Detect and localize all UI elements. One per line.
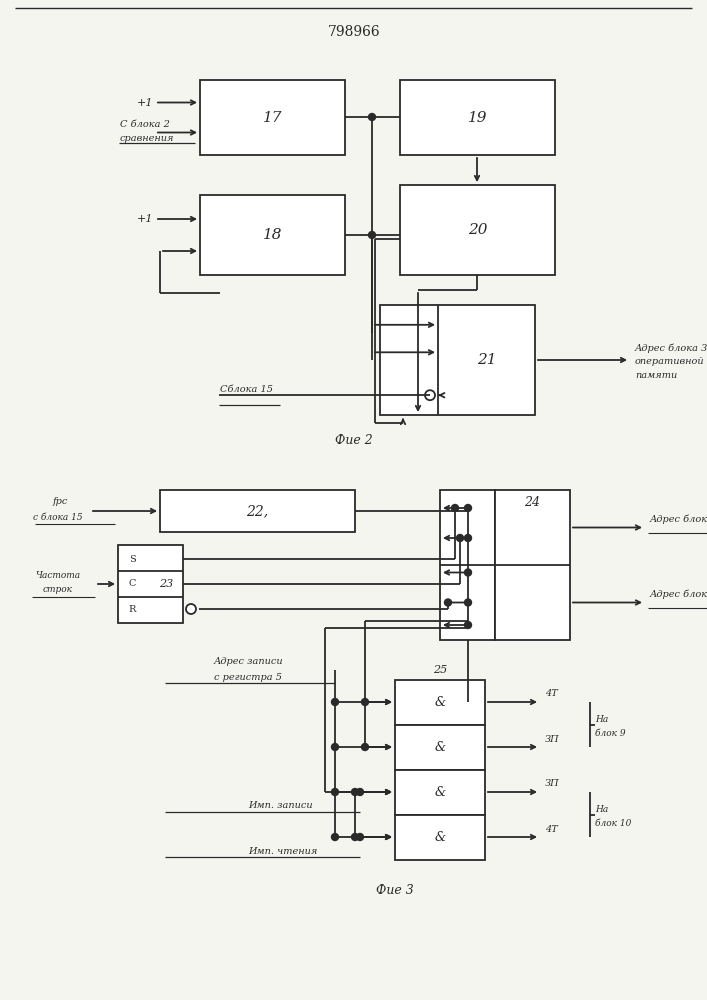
Text: Адрес блока 10: Адрес блока 10 xyxy=(650,590,707,599)
Text: памяти: памяти xyxy=(635,371,677,380)
Circle shape xyxy=(356,834,363,840)
Bar xyxy=(118,545,183,623)
Text: 24: 24 xyxy=(524,495,540,508)
Text: с блока 15: с блока 15 xyxy=(33,512,83,522)
Text: оперативной: оперативной xyxy=(635,358,705,366)
Text: блок 10: блок 10 xyxy=(595,819,631,828)
Circle shape xyxy=(464,504,472,512)
Text: 17: 17 xyxy=(263,110,282,124)
Text: сравнения: сравнения xyxy=(120,134,175,143)
Bar xyxy=(440,490,495,640)
Circle shape xyxy=(425,390,435,400)
Text: 22,: 22, xyxy=(247,504,269,518)
Text: 20: 20 xyxy=(468,223,487,237)
Text: Имп. записи: Имп. записи xyxy=(248,802,312,810)
Text: &: & xyxy=(434,696,445,709)
Bar xyxy=(160,490,355,532)
Circle shape xyxy=(464,599,472,606)
Text: блок 9: блок 9 xyxy=(595,729,626,738)
Text: 21: 21 xyxy=(477,353,496,367)
Text: R: R xyxy=(128,604,136,613)
Text: 23: 23 xyxy=(159,579,173,589)
Text: 19: 19 xyxy=(468,110,487,124)
Bar xyxy=(495,490,570,640)
Text: Адрес блока 3: Адрес блока 3 xyxy=(635,343,707,353)
Text: S: S xyxy=(129,554,135,564)
Text: строк: строк xyxy=(43,585,73,594)
Text: На: На xyxy=(595,805,608,814)
Circle shape xyxy=(464,621,472,629)
Circle shape xyxy=(356,788,363,796)
Text: с регистра 5: с регистра 5 xyxy=(214,672,282,682)
Text: Адрес записи: Адрес записи xyxy=(214,658,283,666)
Bar xyxy=(400,80,555,155)
Circle shape xyxy=(464,569,472,576)
Circle shape xyxy=(457,534,464,542)
Bar xyxy=(380,305,535,415)
Text: 798966: 798966 xyxy=(327,25,380,39)
Text: На: На xyxy=(595,715,608,724)
Circle shape xyxy=(186,604,196,614)
Bar xyxy=(200,195,345,275)
Bar xyxy=(395,680,485,725)
Bar xyxy=(395,770,485,815)
Text: fрс: fрс xyxy=(52,497,68,506)
Circle shape xyxy=(351,834,358,840)
Bar xyxy=(395,815,485,860)
Text: &: & xyxy=(434,741,445,754)
Text: Фие 2: Фие 2 xyxy=(335,434,373,446)
Text: 4Т: 4Т xyxy=(545,690,558,698)
Text: Сблока 15: Сблока 15 xyxy=(220,385,273,394)
Bar xyxy=(400,185,555,275)
Circle shape xyxy=(332,744,339,750)
Circle shape xyxy=(332,698,339,706)
Text: 25: 25 xyxy=(433,665,447,675)
Text: Частота: Частота xyxy=(35,572,81,580)
Text: &: & xyxy=(434,786,445,799)
Text: 4Т: 4Т xyxy=(545,824,558,834)
Circle shape xyxy=(361,698,368,706)
Text: Имп. чтения: Имп. чтения xyxy=(248,846,317,856)
Text: +1: +1 xyxy=(136,214,153,224)
Circle shape xyxy=(361,744,368,750)
Circle shape xyxy=(452,504,459,512)
Text: &: & xyxy=(434,831,445,844)
Text: ЗП: ЗП xyxy=(545,780,560,788)
Bar xyxy=(200,80,345,155)
Text: +1: +1 xyxy=(136,98,153,107)
Text: С блока 2: С блока 2 xyxy=(120,120,170,129)
Bar xyxy=(395,725,485,770)
Circle shape xyxy=(464,534,472,542)
Text: Адрес блока 9: Адрес блока 9 xyxy=(650,515,707,524)
Circle shape xyxy=(368,113,375,120)
Circle shape xyxy=(351,788,358,796)
Circle shape xyxy=(332,788,339,796)
Circle shape xyxy=(368,232,375,238)
Text: Фие 3: Фие 3 xyxy=(376,884,414,896)
Circle shape xyxy=(445,599,452,606)
Text: C: C xyxy=(128,580,136,588)
Text: ЗП: ЗП xyxy=(545,734,560,744)
Circle shape xyxy=(332,834,339,840)
Text: 18: 18 xyxy=(263,228,282,242)
